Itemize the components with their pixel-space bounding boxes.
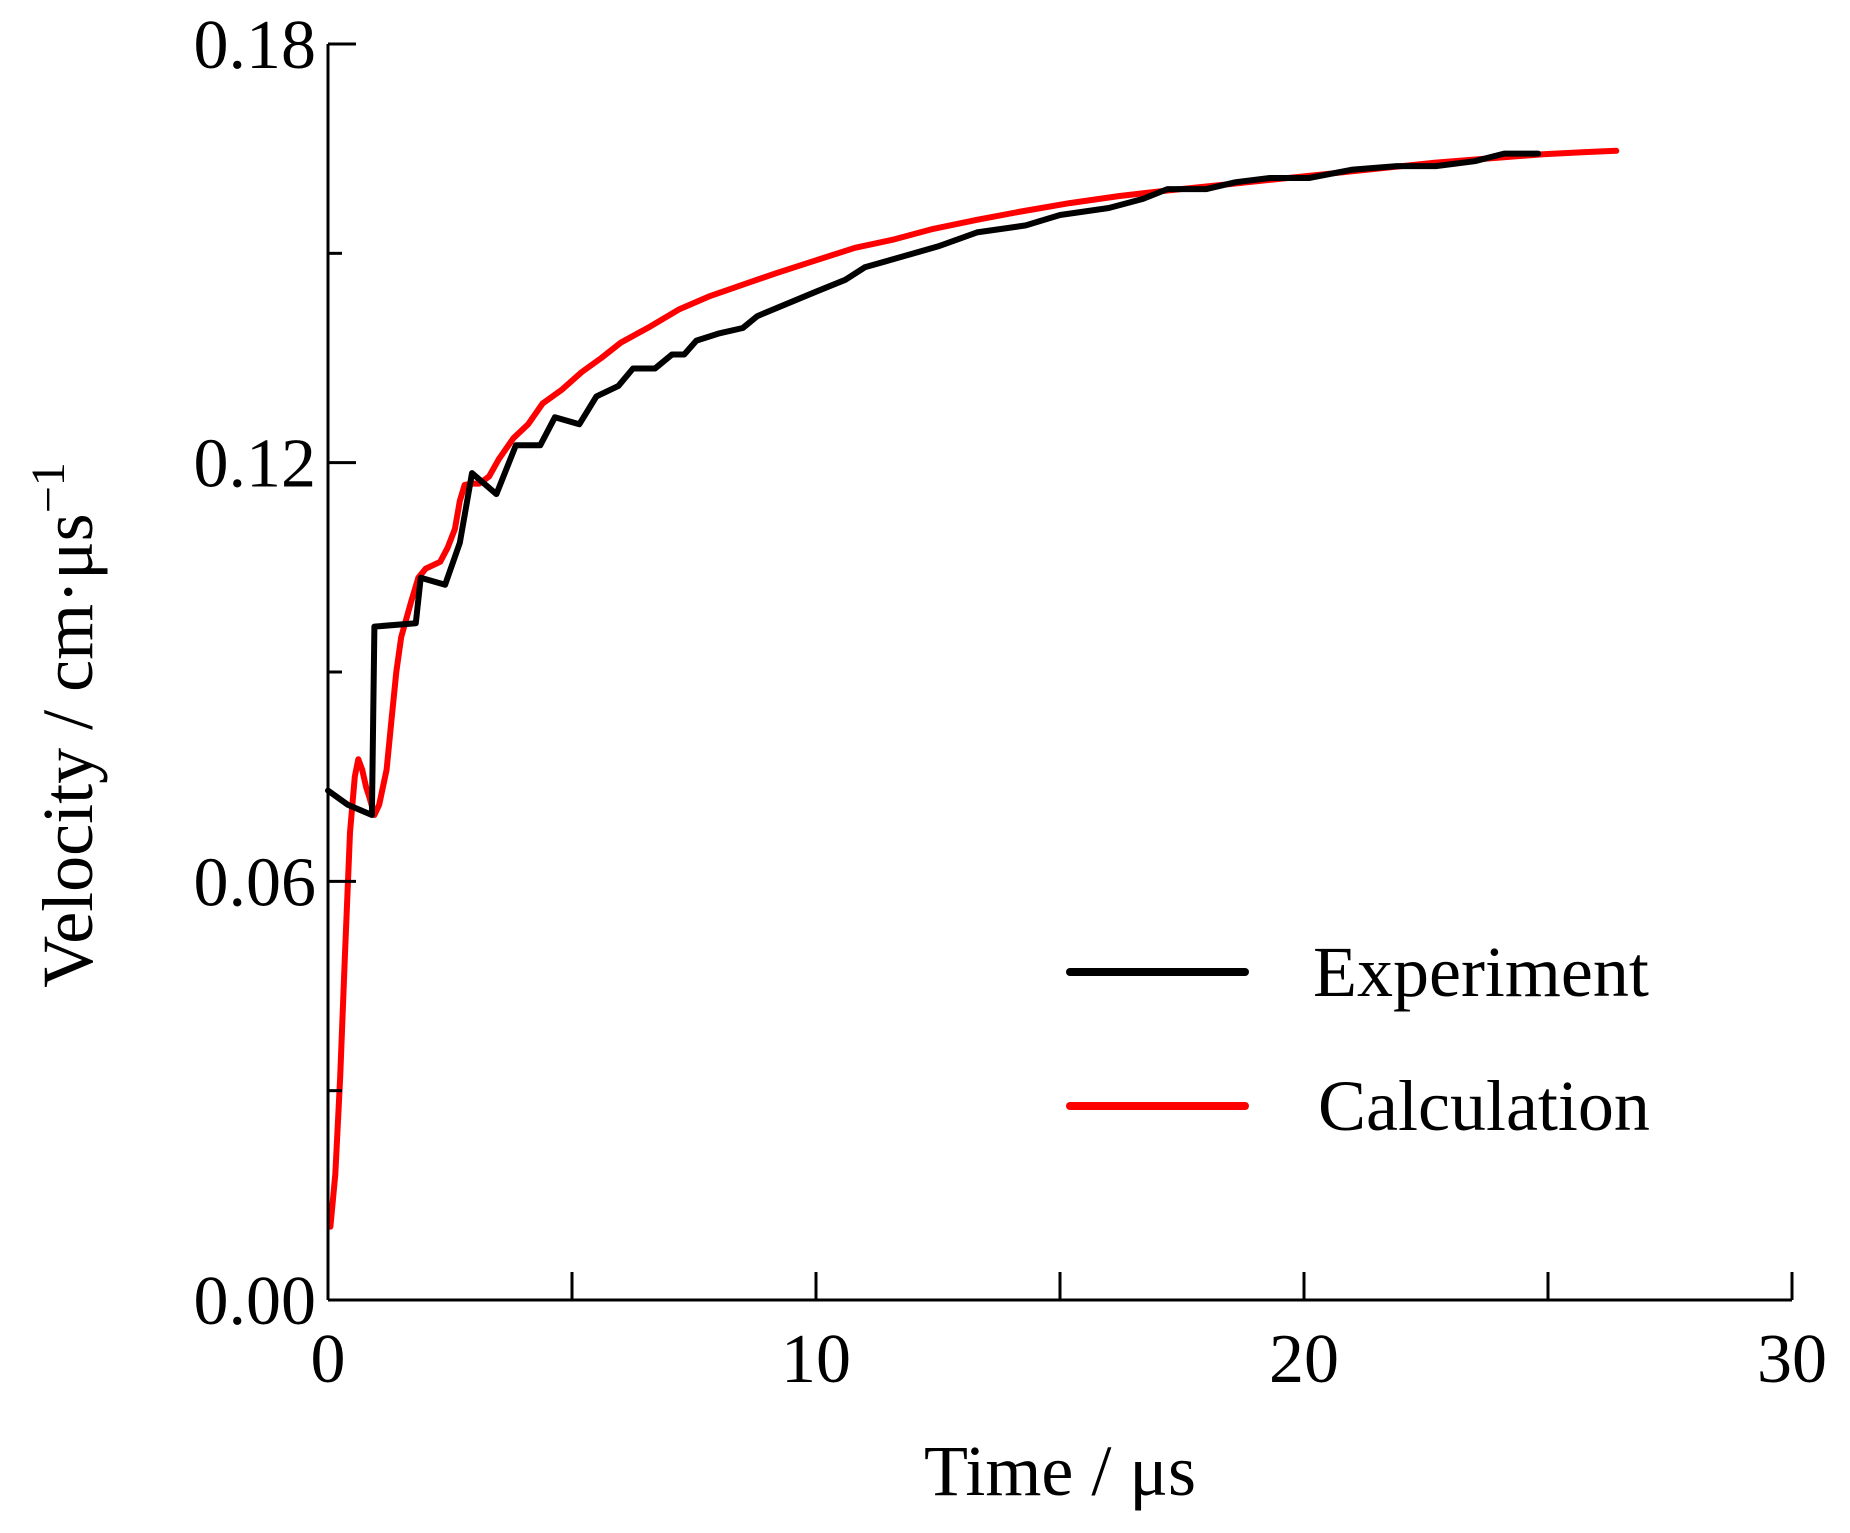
legend-label-calculation: Calculation [1318,1066,1650,1146]
legend-label-experiment: Experiment [1313,932,1649,1012]
y-axis-title-text: Velocity / cm·μs [28,513,108,988]
x-tick-label: 30 [1757,1321,1827,1398]
y-tick-label: 0.12 [194,426,317,503]
x-tick-label: 0 [311,1321,346,1398]
y-tick-label: 0.18 [194,7,317,84]
legend: Experiment Calculation [1066,932,1650,1146]
y-tick-label: 0.00 [194,1263,317,1340]
y-axis-title: Velocity / cm·μs−1 [22,462,108,988]
x-tick-label: 10 [781,1321,851,1398]
y-axis-title-exponent: −1 [22,462,75,513]
plot-area [325,147,1620,1230]
x-tick-label: 20 [1269,1321,1339,1398]
x-axis-title: Time / μs [924,1431,1196,1511]
y-tick-label: 0.06 [194,844,317,921]
series-line-experiment [325,150,1542,818]
axes [326,42,1794,1302]
tick-labels: 0.00 0.06 0.12 0.18 0 10 20 30 [194,7,1828,1398]
